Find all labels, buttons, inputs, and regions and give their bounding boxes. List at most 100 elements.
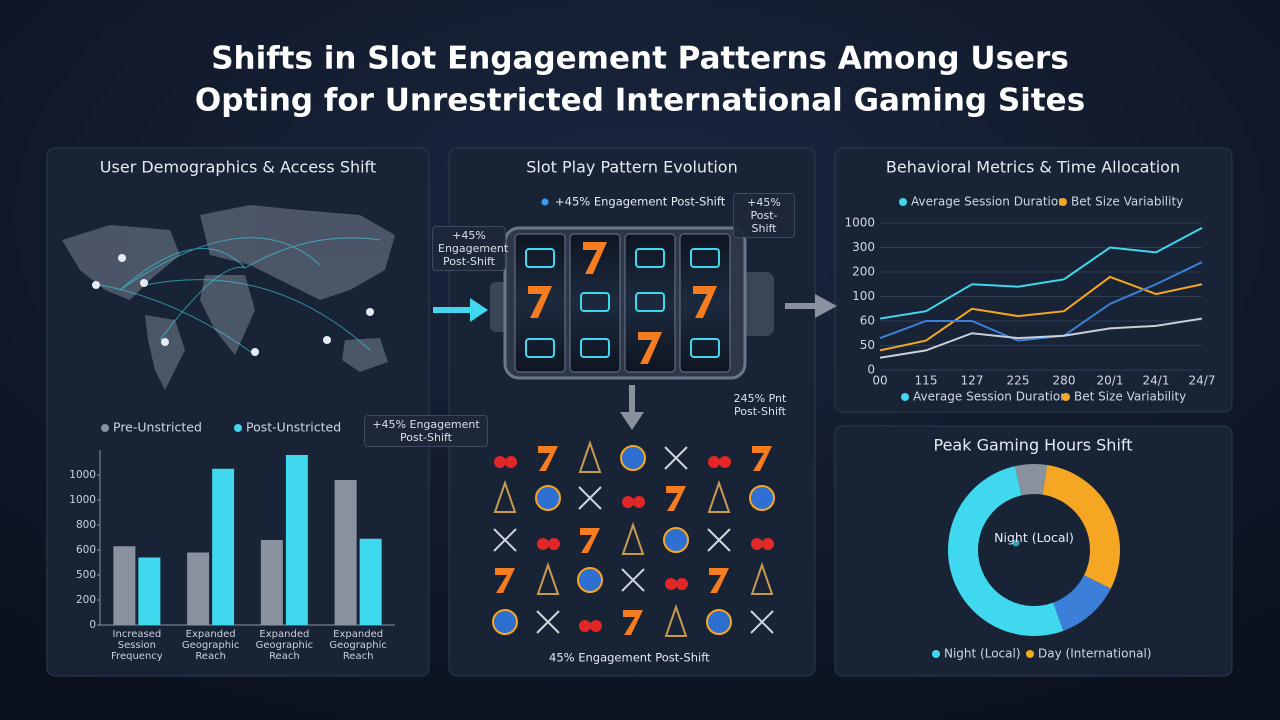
- panel: [834, 425, 1233, 677]
- legend-label: Bet Size Variability: [1074, 390, 1186, 404]
- legend-label: Average Session Duration: [911, 195, 1066, 209]
- legend-label: Average Session Duration: [913, 390, 1068, 404]
- cherry: [537, 538, 549, 550]
- cherry: [579, 620, 591, 632]
- reel-symbol: [635, 248, 665, 268]
- cherry: [494, 456, 506, 468]
- legend-dot: [101, 424, 109, 432]
- seven: [623, 610, 643, 635]
- tower: [707, 479, 731, 513]
- bar: [187, 552, 210, 625]
- panel: [834, 147, 1233, 413]
- x-tick-label: 20/1: [1097, 374, 1124, 388]
- badge: [535, 485, 561, 511]
- cherry: [719, 456, 731, 468]
- arrow: [470, 298, 488, 322]
- tower: [621, 521, 645, 555]
- swords: [750, 610, 774, 634]
- legend-dot: [1026, 650, 1034, 658]
- bar: [138, 557, 161, 625]
- x-label-box: Increased Session Frequency: [111, 629, 163, 662]
- title-line: Shifts in Slot Engagement Patterns Among…: [211, 41, 1069, 77]
- bar: [334, 480, 357, 625]
- cherry: [548, 538, 560, 550]
- seven: [693, 286, 717, 318]
- cherry: [590, 620, 602, 632]
- y-tick-label: 60: [860, 314, 875, 328]
- y-tick-label: 50: [860, 338, 875, 352]
- y-tick-label: 1000: [69, 494, 96, 506]
- seven: [495, 568, 515, 593]
- note: +45% Engagement Post-Shift: [432, 226, 508, 271]
- x-tick-label: 280: [1053, 374, 1076, 388]
- y-tick-label: 500: [76, 569, 96, 581]
- cherry: [762, 538, 774, 550]
- x-tick-label: 24/7: [1189, 374, 1216, 388]
- donut-slice: [947, 466, 1064, 637]
- user-icons: [92, 254, 374, 356]
- legend-dot: [901, 393, 909, 401]
- cherry: [708, 456, 720, 468]
- donut-slice: [1042, 465, 1120, 589]
- seven: [580, 528, 600, 553]
- tower: [578, 439, 602, 473]
- x-tick-label: 225: [1007, 374, 1030, 388]
- reel-symbol: [525, 248, 555, 268]
- x-tick-label: 127: [961, 374, 984, 388]
- cherry: [676, 578, 688, 590]
- swords: [664, 446, 688, 470]
- reel-symbol: [635, 292, 665, 312]
- swords: [707, 528, 731, 552]
- cherry: [751, 538, 763, 550]
- seven: [638, 332, 662, 364]
- donut-center-label: Night (Local): [994, 530, 1074, 545]
- line: [879, 227, 1203, 320]
- x-tick-label: Expanded Geographic Reach: [255, 629, 314, 662]
- seven: [666, 486, 686, 511]
- cherry: [665, 578, 677, 590]
- badge: [663, 527, 689, 553]
- bar: [359, 538, 382, 625]
- x-tick-label: 115: [915, 374, 938, 388]
- reel-symbol: [690, 248, 720, 268]
- reel-symbol: [580, 338, 610, 358]
- badge: [577, 567, 603, 593]
- cherry: [622, 496, 634, 508]
- symbol-grid: [492, 439, 775, 637]
- center-dot: [1012, 539, 1020, 547]
- seven: [709, 568, 729, 593]
- donut-slice: [1014, 464, 1048, 496]
- title-line: Opting for Unrestricted International Ga…: [195, 83, 1085, 119]
- tower: [493, 479, 517, 513]
- y-tick-label: 100: [852, 289, 875, 303]
- line: [879, 317, 1203, 359]
- seven: [538, 446, 558, 471]
- y-tick-label: 800: [76, 519, 96, 531]
- x-tick-label: Expanded Geographic Reach: [329, 629, 387, 662]
- tower: [536, 561, 560, 595]
- x-label-box: Expanded Geographic Reach: [329, 629, 387, 662]
- panel-title: Behavioral Metrics & Time Allocation: [886, 158, 1180, 177]
- slot-footer: 45% Engagement Post-Shift: [549, 651, 710, 665]
- y-tick-label: 0: [867, 363, 875, 377]
- swords: [536, 610, 560, 634]
- panel-title: Slot Play Pattern Evolution: [526, 158, 737, 177]
- donut-center: Night (Local): [994, 530, 1074, 545]
- tower: [664, 603, 688, 637]
- bar: [212, 468, 235, 625]
- reel-symbol: [580, 292, 610, 312]
- bar: [260, 540, 283, 625]
- legend-dot: [899, 198, 907, 206]
- slot-legend: +45% Engagement Post-Shift: [555, 195, 726, 209]
- panel-title: Peak Gaming Hours Shift: [933, 436, 1132, 455]
- connection-lines: [99, 237, 381, 356]
- seven: [752, 446, 772, 471]
- x-tick-label: 24/1: [1143, 374, 1170, 388]
- y-tick-label: 1000: [844, 216, 875, 230]
- tower: [750, 561, 774, 595]
- line: [879, 275, 1203, 352]
- y-tick-label: 600: [76, 544, 96, 556]
- note: +45% Post-Shift: [733, 193, 795, 238]
- cherry: [505, 456, 517, 468]
